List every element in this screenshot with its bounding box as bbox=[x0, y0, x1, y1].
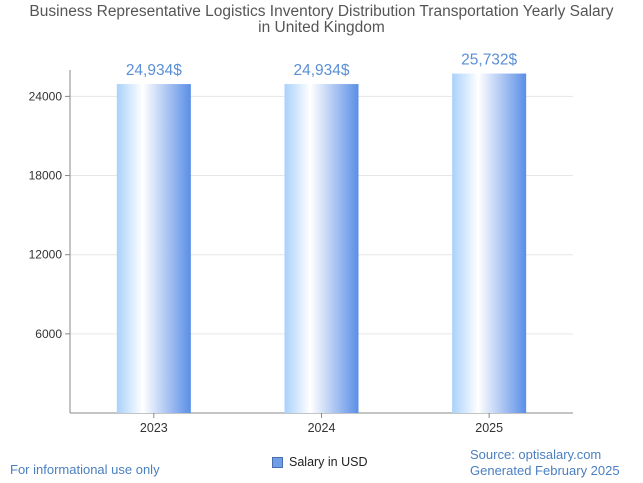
legend-label: Salary in USD bbox=[289, 455, 368, 469]
x-tick-label: 2024 bbox=[308, 421, 336, 435]
source-info: Source: optisalary.com Generated Februar… bbox=[470, 447, 620, 479]
y-tick-label: 24000 bbox=[29, 89, 63, 103]
x-tick-label: 2023 bbox=[140, 421, 168, 435]
y-tick-label: 18000 bbox=[29, 169, 63, 183]
chart-title-line2: in United Kingdom bbox=[258, 19, 385, 36]
bar-value-label: 25,732$ bbox=[461, 52, 517, 69]
bar bbox=[452, 73, 527, 414]
y-tick-label: 12000 bbox=[29, 248, 63, 262]
bars bbox=[116, 73, 527, 414]
chart-title: Business Representative Logistics Invent… bbox=[0, 4, 643, 36]
x-tick-label: 2025 bbox=[475, 421, 503, 435]
chart-title-line1: Business Representative Logistics Invent… bbox=[29, 3, 614, 20]
bar-value-label: 24,934$ bbox=[293, 62, 349, 79]
disclaimer-text: For informational use only bbox=[10, 462, 160, 477]
bar bbox=[284, 84, 359, 414]
y-tick-label: 6000 bbox=[35, 327, 62, 341]
legend: Salary in USD bbox=[272, 455, 368, 469]
bar-value-label: 24,934$ bbox=[126, 62, 182, 79]
bar bbox=[116, 84, 191, 414]
generated-text: Generated February 2025 bbox=[470, 463, 620, 478]
labels: 6000 12000 18000 24000 24,934$ 2023 24,934$ 202… bbox=[29, 52, 518, 435]
source-text: Source: optisalary.com bbox=[470, 447, 602, 462]
legend-swatch bbox=[272, 456, 283, 468]
